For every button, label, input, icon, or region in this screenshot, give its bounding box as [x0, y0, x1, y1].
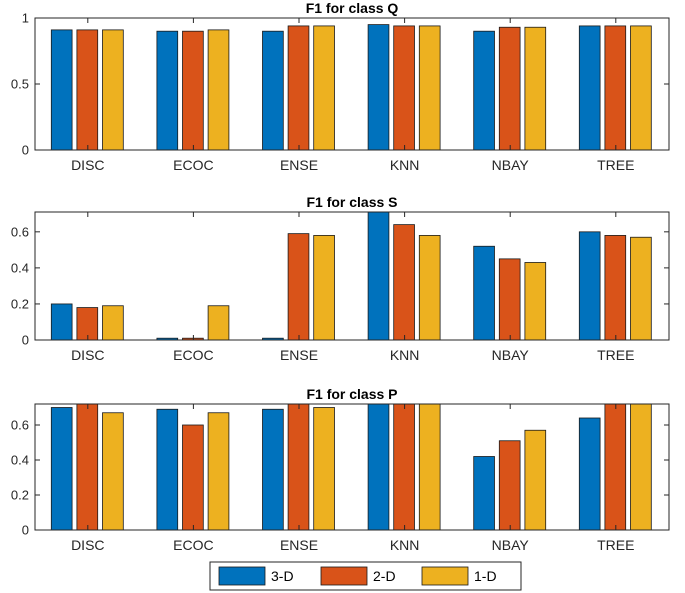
bar-3-d-nbay [473, 245, 495, 341]
legend-label-2-d: 2-D [373, 568, 396, 584]
chart-title: F1 for class S [306, 194, 397, 210]
chart-title: F1 for class P [306, 386, 397, 402]
legend-swatch-1-d [421, 566, 469, 586]
y-tick-label: 0.6 [11, 418, 29, 433]
bar-3-d-ecoc [156, 30, 179, 151]
x-tick-label-ense: ENSE [280, 157, 318, 173]
axes-box [34, 403, 670, 531]
x-tick-label-knn: KNN [390, 537, 420, 553]
bar-2-d-knn [393, 224, 415, 341]
legend-label-3-d: 3-D [271, 568, 294, 584]
bar-1-d-disc [102, 29, 124, 151]
chart-panel-3: F1 for class P 0 0.2 0.4 0.6 DISC ECOC ENSE KNN N… [11, 386, 670, 553]
x-tick-label-nbay: NBAY [492, 537, 530, 553]
bar-2-d-disc [76, 403, 99, 531]
y-tick-label: 0 [22, 333, 29, 348]
bar-1-d-ense [313, 25, 335, 151]
bar-2-d-nbay [498, 26, 521, 151]
bar-1-d-tree [630, 236, 652, 341]
bar-3-d-disc [50, 407, 73, 531]
bar-3-d-knn [367, 24, 390, 151]
legend: 3-D 2-D 1-D [209, 561, 522, 591]
bar-3-d-tree [578, 25, 601, 151]
bar-3-d-tree [578, 231, 601, 341]
x-tick-label-knn: KNN [390, 157, 420, 173]
legend-swatch-3-d [218, 566, 266, 586]
y-tick-label: 0.2 [11, 488, 29, 503]
bar-2-d-knn [393, 403, 415, 531]
y-tick-label: 0.4 [11, 260, 29, 275]
bar-3-d-nbay [473, 30, 495, 151]
bar-2-d-tree [604, 25, 627, 151]
bar-3-d-nbay [473, 456, 495, 531]
x-tick-label-disc: DISC [71, 157, 104, 173]
x-tick-label-tree: TREE [597, 347, 634, 363]
bar-3-d-ense [262, 408, 284, 531]
legend-swatch-2-d [320, 566, 368, 586]
chart-panel-1: F1 for class Q 0 0.5 1 DISC ECOC ENSE KNN NBAY TR… [11, 0, 670, 173]
x-tick-label-ense: ENSE [280, 347, 318, 363]
bar-2-d-ense [287, 233, 310, 341]
bar-2-d-nbay [498, 440, 521, 531]
bar-1-d-knn [418, 403, 441, 531]
bar-3-d-disc [50, 29, 73, 151]
x-tick-label-ense: ENSE [280, 537, 318, 553]
bar-2-d-tree [604, 235, 627, 341]
x-tick-label-tree: TREE [597, 157, 634, 173]
y-tick-label: 0.6 [11, 224, 29, 239]
bar-2-d-tree [604, 403, 627, 531]
bar-3-d-disc [50, 303, 73, 341]
chart-panel-2: F1 for class S 0 0.2 0.4 0.6 DISC ECOC ENSE KNN N… [11, 194, 670, 363]
bar-1-d-ecoc [207, 29, 230, 151]
bar-1-d-tree [630, 25, 652, 151]
bar-1-d-ecoc [207, 412, 230, 531]
bar-2-d-ense [287, 403, 310, 531]
y-tick-label: 0 [22, 523, 29, 538]
x-tick-label-disc: DISC [71, 537, 104, 553]
bar-3-d-knn [367, 403, 390, 531]
bar-1-d-nbay [524, 429, 547, 531]
bar-2-d-disc [76, 29, 99, 151]
bar-3-d-tree [578, 417, 601, 531]
x-tick-label-knn: KNN [390, 347, 420, 363]
bar-3-d-ense [262, 30, 284, 151]
x-tick-label-tree: TREE [597, 537, 634, 553]
bar-1-d-knn [418, 235, 441, 341]
y-tick-label: 0.5 [11, 77, 29, 92]
bar-1-d-disc [102, 412, 124, 531]
x-tick-label-ecoc: ECOC [173, 157, 213, 173]
axes-box [34, 211, 670, 341]
x-tick-label-ecoc: ECOC [173, 537, 213, 553]
x-tick-label-ecoc: ECOC [173, 347, 213, 363]
bar-1-d-ense [313, 235, 335, 341]
x-tick-label-nbay: NBAY [492, 157, 530, 173]
y-tick-label: 0.2 [11, 296, 29, 311]
y-tick-label: 1 [22, 11, 29, 26]
x-tick-label-nbay: NBAY [492, 347, 530, 363]
bar-1-d-nbay [524, 262, 547, 341]
bar-3-d-knn [367, 211, 390, 341]
y-tick-label: 0.4 [11, 453, 29, 468]
bar-1-d-disc [102, 305, 124, 341]
x-tick-label-disc: DISC [71, 347, 104, 363]
bar-2-d-knn [393, 25, 415, 151]
y-tick-label: 0 [22, 143, 29, 158]
bar-2-d-ense [287, 25, 310, 151]
bar-3-d-ecoc [156, 408, 179, 531]
chart-title: F1 for class Q [306, 0, 399, 16]
bar-2-d-nbay [498, 258, 521, 341]
legend-label-1-d: 1-D [474, 568, 497, 584]
bar-1-d-ecoc [207, 305, 230, 341]
bar-1-d-ense [313, 407, 335, 531]
bar-2-d-ecoc [182, 424, 204, 531]
axes-box [34, 17, 670, 151]
bar-1-d-tree [630, 403, 652, 531]
bar-2-d-ecoc [182, 30, 204, 151]
bar-1-d-nbay [524, 26, 547, 151]
bar-1-d-knn [418, 25, 441, 151]
